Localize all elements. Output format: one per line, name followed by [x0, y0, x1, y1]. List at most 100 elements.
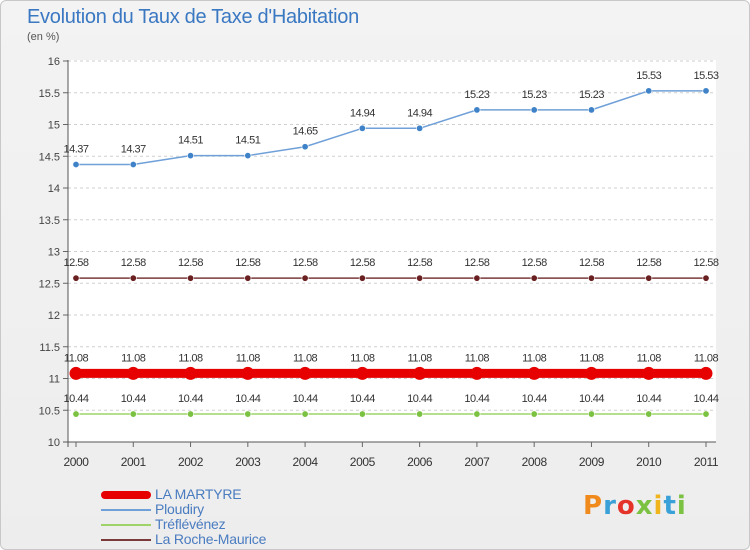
data-point — [244, 152, 252, 160]
data-point — [187, 152, 195, 160]
legend-item-la-martyre: LA MARTYRE — [101, 487, 266, 502]
data-label: 10.44 — [235, 393, 260, 405]
y-tick-label: 10.5 — [39, 405, 60, 417]
x-tick-label: 2011 — [694, 455, 719, 469]
data-label: 11.08 — [121, 352, 146, 364]
data-point — [301, 274, 309, 282]
data-point — [72, 410, 80, 418]
data-point — [473, 106, 481, 114]
y-tick-label: 12.5 — [39, 278, 60, 290]
legend-swatch-la-roche-maurice — [101, 538, 151, 541]
chart-title: Evolution du Taux de Taxe d'Habitation — [27, 6, 359, 28]
data-point — [358, 124, 366, 132]
data-point — [702, 87, 710, 95]
data-point — [645, 274, 653, 282]
data-label: 11.08 — [293, 352, 318, 364]
data-point — [355, 366, 369, 380]
data-label: 10.44 — [464, 393, 489, 405]
data-point — [244, 410, 252, 418]
data-point — [416, 124, 424, 132]
data-label: 14.94 — [350, 107, 375, 119]
data-label: 12.58 — [293, 257, 318, 269]
data-point — [298, 366, 312, 380]
data-point — [187, 410, 195, 418]
data-point — [301, 410, 309, 418]
y-tick-label: 15.5 — [39, 88, 60, 100]
data-label: 15.23 — [522, 89, 547, 101]
data-point — [645, 410, 653, 418]
x-tick-label: 2005 — [350, 455, 376, 469]
data-point — [187, 274, 195, 282]
data-label: 15.53 — [693, 70, 718, 82]
data-label: 11.08 — [178, 352, 203, 364]
x-tick-label: 2001 — [121, 455, 147, 469]
logo-letter: P — [583, 491, 604, 521]
data-label: 15.23 — [464, 89, 489, 101]
data-label: 12.58 — [63, 257, 88, 269]
data-label: 12.58 — [579, 257, 604, 269]
data-label: 11.08 — [522, 352, 547, 364]
data-label: 10.44 — [350, 393, 375, 405]
y-tick-label: 16 — [48, 56, 60, 68]
data-label: 12.58 — [693, 257, 718, 269]
data-label: 10.44 — [178, 393, 203, 405]
x-tick-label: 2009 — [579, 455, 605, 469]
data-label: 14.51 — [235, 135, 260, 147]
data-point — [241, 366, 255, 380]
data-label: 15.53 — [636, 70, 661, 82]
axes: 10 10.5 11 11.5 12 12.5 13 13.5 14 14.5 15 15.5 16 20… — [39, 56, 720, 469]
data-point — [129, 274, 137, 282]
data-label: 10.44 — [293, 393, 318, 405]
data-point — [702, 274, 710, 282]
data-label: 10.44 — [63, 393, 88, 405]
legend-swatch-ploudiry — [101, 508, 151, 511]
chart-subtitle: (en %) — [27, 31, 60, 43]
data-point — [702, 410, 710, 418]
data-label: 12.58 — [522, 257, 547, 269]
data-label: 12.58 — [235, 257, 260, 269]
data-label: 11.08 — [64, 352, 89, 364]
data-point — [527, 366, 541, 380]
y-tick-label: 11 — [49, 374, 60, 386]
data-point — [184, 366, 198, 380]
data-point — [413, 366, 427, 380]
legend-item-ploudiry: Ploudiry — [101, 502, 266, 517]
data-label: 12.58 — [407, 257, 432, 269]
x-tick-label: 2010 — [636, 455, 662, 469]
y-tick-label: 11.5 — [39, 342, 60, 354]
data-label: 14.65 — [293, 126, 318, 138]
y-tick-label: 14 — [48, 183, 60, 195]
data-point — [530, 106, 538, 114]
legend-label: Ploudiry — [155, 501, 204, 517]
y-tick-label: 15 — [48, 120, 60, 132]
data-point — [244, 274, 252, 282]
x-tick-label: 2008 — [522, 455, 548, 469]
data-label: 12.58 — [464, 257, 489, 269]
data-label: 10.44 — [407, 393, 432, 405]
logo-letter: r — [603, 491, 617, 521]
data-label: 14.94 — [407, 107, 432, 119]
logo-letter: o — [616, 491, 636, 521]
data-point — [645, 87, 653, 95]
data-point — [473, 410, 481, 418]
x-tick-label: 2007 — [464, 455, 490, 469]
legend-item-treflevenez: Tréflévénez — [101, 517, 266, 532]
series-line-1 — [75, 90, 707, 166]
y-tick-label: 12 — [48, 310, 60, 322]
y-tick-label: 13.5 — [39, 215, 60, 227]
data-label: 10.44 — [121, 393, 146, 405]
proxiti-logo: Proxiti — [583, 491, 687, 521]
data-label: 10.44 — [579, 393, 604, 405]
data-point — [126, 366, 140, 380]
data-label: 10.44 — [693, 393, 718, 405]
legend-swatch-treflevenez — [101, 523, 151, 526]
data-point — [358, 410, 366, 418]
logo-letter: i — [676, 491, 687, 521]
y-tick-label: 13 — [48, 247, 60, 259]
data-label: 11.08 — [350, 352, 375, 364]
y-tick-label: 14.5 — [39, 151, 60, 163]
series-group — [69, 87, 713, 418]
legend-swatch-la-martyre — [101, 490, 151, 499]
